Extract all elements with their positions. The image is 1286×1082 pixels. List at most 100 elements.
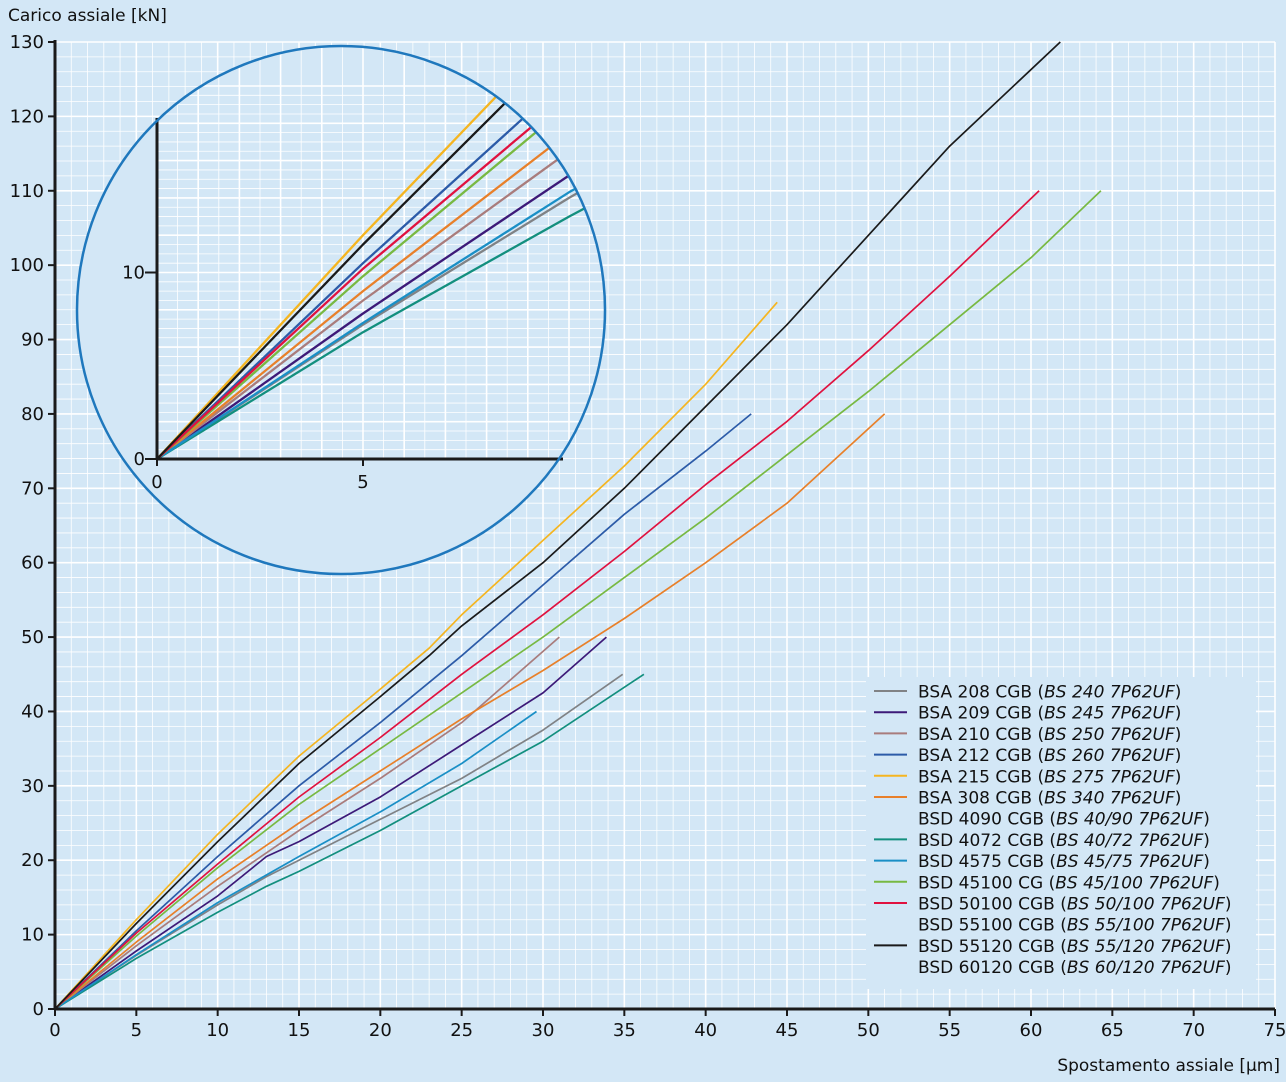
legend-entry-paren: ) [1203,831,1210,851]
inset-y-tick-label: 0 [134,449,145,470]
y-tick-label: 30 [21,776,44,797]
legend-entry: BSA 215 CGB (BS 275 7P62UF) [918,767,1181,787]
legend-entry-note: BS 260 7P62UF [1044,746,1175,766]
x-tick-label: 35 [613,1020,636,1041]
x-axis-label: Spostamento assiale [µm] [1057,1056,1280,1076]
legend-entry-paren: ( [1055,958,1067,978]
legend-entry-paren: ( [1032,704,1044,724]
legend-entry: BSA 209 CGB (BS 245 7P62UF) [918,704,1181,724]
legend-entry-note: BS 50/100 7P62UF [1067,895,1225,915]
legend-entry-paren: ) [1175,767,1182,787]
series-lines [54,41,1102,1010]
inset-series-line-5 [156,46,605,460]
y-tick-label: 100 [10,255,44,276]
legend-entry-paren: ) [1175,725,1182,745]
x-tick-label: 30 [532,1020,555,1041]
legend-entry-name: BSA 212 CGB [918,746,1032,766]
y-tick-label: 40 [21,701,44,722]
legend-entry: BSD 55120 CGB (BS 55/120 7P62UF) [918,937,1232,957]
legend-entry-note: BS 45/100 7P62UF [1055,873,1213,893]
legend-entry-paren: ) [1203,852,1210,872]
legend-entry: BSD 4090 CGB (BS 40/90 7P62UF) [918,810,1210,830]
legend-entry-name: BSA 215 CGB [918,767,1032,787]
x-tick-label: 0 [49,1020,60,1041]
legend-entry-paren: ) [1175,683,1182,703]
legend-background [866,677,1256,989]
legend-entry-paren: ) [1203,810,1210,830]
x-tick-label: 45 [776,1020,799,1041]
legend-entry: BSD 4072 CGB (BS 40/72 7P62UF) [918,831,1210,851]
legend-entry-paren: ( [1055,916,1067,936]
legend-entry: BSD 60120 CGB (BS 60/120 7P62UF) [918,958,1232,978]
legend-entry: BSD 50100 CGB (BS 50/100 7P62UF) [918,895,1232,915]
legend-entry-name: BSD 4072 CGB [918,831,1044,851]
legend-entry-paren: ) [1225,958,1232,978]
y-tick-label: 50 [21,627,44,648]
inset-x-tick-label: 5 [357,472,368,493]
series-line-8 [54,710,537,1010]
inset-series-line-1 [156,46,605,460]
legend-entry-name: BSD 60120 CGB [918,958,1055,978]
legend-entry-paren: ( [1044,810,1056,830]
series-line-12 [54,41,1061,1010]
x-tick-label: 50 [857,1020,880,1041]
legend-entry-paren: ( [1043,873,1055,893]
x-tick-label: 75 [1264,1020,1286,1041]
inset-series-line-3 [156,46,605,460]
x-tick-label: 65 [1101,1020,1124,1041]
legend-entry-paren: ( [1032,767,1044,787]
x-tick-label: 25 [450,1020,473,1041]
x-tick-label: 15 [288,1020,311,1041]
legend-entry: BSD 45100 CG (BS 45/100 7P62UF) [918,873,1220,893]
legend-entry-note: BS 55/120 7P62UF [1067,937,1225,957]
legend-entry: BSD 55100 CGB (BS 55/100 7P62UF) [918,916,1232,936]
series-line-10 [54,190,1040,1010]
legend-entry-paren: ( [1044,852,1056,872]
legend-entry-note: BS 55/100 7P62UF [1067,916,1225,936]
legend-entry-name: BSA 308 CGB [918,789,1032,809]
x-tick-label: 10 [206,1020,229,1041]
inset-series-line-7 [156,46,605,460]
legend-entry-name: BSD 4575 CGB [918,852,1044,872]
legend-entry-note: BS 245 7P62UF [1044,704,1175,724]
legend-entry-paren: ) [1225,937,1232,957]
legend-entry-note: BS 275 7P62UF [1044,767,1175,787]
legend-entry-paren: ) [1225,895,1232,915]
legend-entry-paren: ( [1032,789,1044,809]
series-line-5 [54,413,886,1010]
series-line-0 [54,673,624,1010]
inset-series-line-2 [156,46,605,460]
legend-entry-note: BS 40/72 7P62UF [1056,831,1203,851]
legend-entry-name: BSD 55120 CGB [918,937,1055,957]
legend-entry-paren: ) [1225,916,1232,936]
y-tick-label: 120 [10,106,44,127]
inset-y-tick-label: 10 [122,263,145,284]
legend-entry: BSA 212 CGB (BS 260 7P62UF) [918,746,1181,766]
series-line-7 [54,673,645,1010]
legend-entry-paren: ) [1175,789,1182,809]
y-tick-label: 10 [21,925,44,946]
legend-entry-paren: ( [1055,895,1067,915]
series-line-1 [54,636,607,1010]
zoom-inset: 0 5 0 10 [75,44,607,576]
legend-entry-paren: ) [1175,704,1182,724]
legend-entry-name: BSA 208 CGB [918,683,1032,703]
tick-labels: 0 5 10 15 20 25 30 35 40 45 50 55 60 65 70 750102030405… [10,32,1286,1041]
legend-entry-name: BSD 50100 CGB [918,895,1055,915]
legend-entry-name: BSA 209 CGB [918,704,1032,724]
legend-entry-note: BS 60/120 7P62UF [1067,958,1225,978]
y-tick-label: 0 [33,999,44,1020]
y-tick-label: 70 [21,478,44,499]
y-tick-label: 60 [21,553,44,574]
legend-entry-paren: ( [1055,937,1067,957]
legend-entry-name: BSD 55100 CGB [918,916,1055,936]
legend: BSA 208 CGB (BS 240 7P62UF)BSA 209 CGB (… [866,677,1256,989]
legend-entry-note: BS 340 7P62UF [1044,789,1175,809]
axes [53,40,1275,1011]
x-tick-label: 20 [369,1020,392,1041]
legend-entry-note: BS 240 7P62UF [1044,683,1175,703]
legend-entry-paren: ( [1032,683,1044,703]
x-tick-label: 60 [1020,1020,1043,1041]
